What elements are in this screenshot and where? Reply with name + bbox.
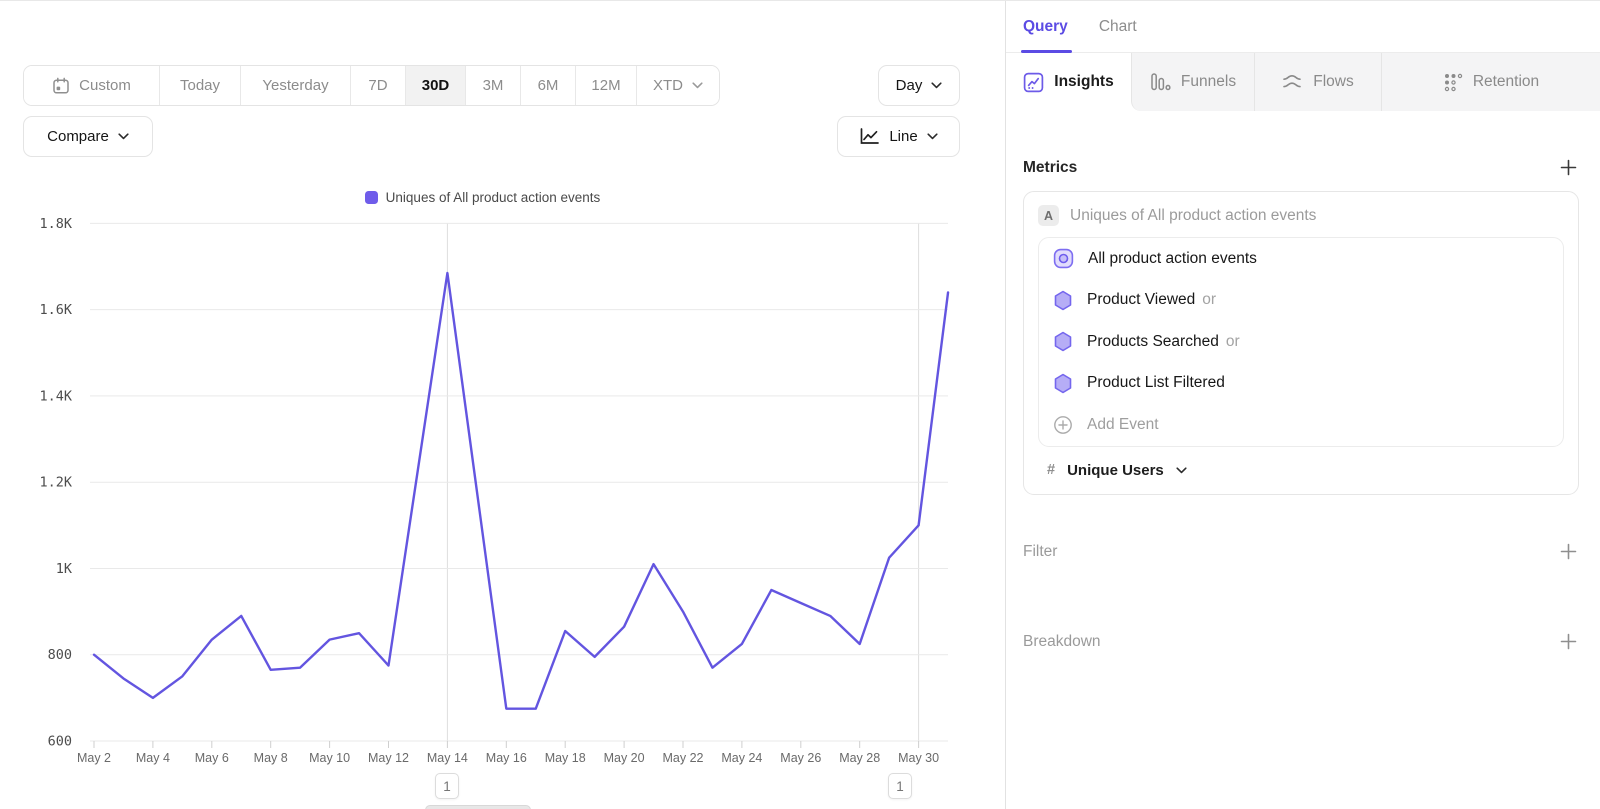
svg-text:May 22: May 22 xyxy=(663,751,704,765)
or-operator: or xyxy=(1225,332,1240,350)
hash-icon: # xyxy=(1047,462,1056,478)
plus-icon xyxy=(1560,543,1577,560)
calendar-icon xyxy=(52,77,70,95)
svg-text:May 16: May 16 xyxy=(486,751,527,765)
range-6m[interactable]: 6M xyxy=(521,66,576,105)
tab-query[interactable]: Query xyxy=(1021,1,1072,53)
granularity-dropdown[interactable]: Day xyxy=(878,65,960,106)
insights-icon xyxy=(1023,72,1044,93)
chart-legend: Uniques of All product action events xyxy=(0,190,965,205)
svg-text:May 18: May 18 xyxy=(545,751,586,765)
horizontal-scrollbar-thumb[interactable] xyxy=(425,805,531,809)
range-today[interactable]: Today xyxy=(160,66,241,105)
range-7d[interactable]: 7D xyxy=(351,66,406,105)
svg-text:May 14: May 14 xyxy=(427,751,468,765)
event-list-card: All product action events Product Viewed… xyxy=(1038,237,1564,447)
svg-text:1.6K: 1.6K xyxy=(39,302,72,318)
event-row-products-searched[interactable]: Products Searched or xyxy=(1039,321,1563,363)
svg-text:May 26: May 26 xyxy=(780,751,821,765)
svg-text:1K: 1K xyxy=(56,561,73,577)
range-yesterday[interactable]: Yesterday xyxy=(241,66,351,105)
svg-text:600: 600 xyxy=(48,734,72,750)
hexagon-event-icon xyxy=(1053,331,1073,352)
svg-text:May 20: May 20 xyxy=(604,751,645,765)
legend-swatch xyxy=(364,191,378,204)
legend-label: Uniques of All product action events xyxy=(385,190,601,205)
svg-text:May 28: May 28 xyxy=(839,751,880,765)
range-xtd[interactable]: XTD xyxy=(637,66,719,105)
chevron-down-icon xyxy=(692,82,703,89)
filter-heading: Filter xyxy=(1023,542,1058,560)
event-group-icon xyxy=(1053,248,1074,269)
svg-text:May 4: May 4 xyxy=(136,751,170,765)
retention-icon xyxy=(1443,72,1463,92)
svg-text:May 2: May 2 xyxy=(77,751,111,765)
svg-text:1.2K: 1.2K xyxy=(39,475,72,491)
svg-text:800: 800 xyxy=(48,647,72,663)
svg-text:May 10: May 10 xyxy=(309,751,350,765)
hexagon-event-icon xyxy=(1053,373,1073,394)
chevron-down-icon xyxy=(118,133,129,140)
metrics-heading: Metrics xyxy=(1023,158,1078,176)
svg-text:May 30: May 30 xyxy=(898,751,939,765)
range-30d[interactable]: 30D xyxy=(406,66,466,105)
svg-text:May 12: May 12 xyxy=(368,751,409,765)
chevron-down-icon xyxy=(927,133,938,140)
plus-icon xyxy=(1560,633,1577,650)
range-12m[interactable]: 12M xyxy=(576,66,637,105)
compare-dropdown[interactable]: Compare xyxy=(23,116,153,157)
metric-title-row[interactable]: A Uniques of All product action events xyxy=(1024,192,1578,237)
funnels-icon xyxy=(1150,72,1171,92)
add-circle-icon xyxy=(1053,415,1073,435)
svg-text:1.4K: 1.4K xyxy=(39,388,72,404)
svg-text:May 24: May 24 xyxy=(721,751,762,765)
metric-card: A Uniques of All product action events A… xyxy=(1023,191,1579,495)
annotation-badge[interactable]: 1 xyxy=(435,773,459,799)
metrics-section-header: Metrics xyxy=(1023,157,1579,178)
tab-insights[interactable]: Insights xyxy=(1006,53,1131,111)
query-panel: Query Chart Insights Funnels xyxy=(1005,1,1600,809)
event-row-all-product-action-events[interactable]: All product action events xyxy=(1039,238,1563,280)
event-row-product-viewed[interactable]: Product Viewed or xyxy=(1039,280,1563,322)
event-row-product-list-filtered[interactable]: Product List Filtered xyxy=(1039,363,1563,405)
chevron-down-icon xyxy=(1176,466,1187,474)
line-chart-icon xyxy=(859,128,880,145)
or-operator: or xyxy=(1202,291,1217,309)
range-custom[interactable]: Custom xyxy=(24,66,160,105)
hexagon-event-icon xyxy=(1053,290,1073,311)
add-breakdown-button[interactable] xyxy=(1558,631,1579,652)
flows-icon xyxy=(1282,73,1303,91)
metric-title: Uniques of All product action events xyxy=(1070,206,1317,224)
tab-chart[interactable]: Chart xyxy=(1098,17,1137,35)
chevron-down-icon xyxy=(931,82,942,89)
breakdown-heading: Breakdown xyxy=(1023,632,1101,650)
chart-type-dropdown[interactable]: Line xyxy=(837,116,960,157)
svg-text:1.8K: 1.8K xyxy=(39,216,72,232)
tab-flows[interactable]: Flows xyxy=(1254,53,1381,111)
date-range-selector: Custom Today Yesterday 7D 30D 3M 6M 12M … xyxy=(23,65,720,106)
metric-series-badge: A xyxy=(1038,205,1059,226)
range-3m[interactable]: 3M xyxy=(466,66,521,105)
add-filter-button[interactable] xyxy=(1558,541,1579,562)
add-metric-button[interactable] xyxy=(1558,157,1579,178)
tab-retention[interactable]: Retention xyxy=(1381,53,1600,111)
breakdown-section: Breakdown xyxy=(1023,629,1579,655)
filter-section: Filter xyxy=(1023,539,1579,565)
report-type-tabs: Insights Funnels Flows xyxy=(1006,53,1600,111)
plus-icon xyxy=(1560,159,1577,176)
tab-funnels[interactable]: Funnels xyxy=(1131,53,1254,111)
svg-text:May 6: May 6 xyxy=(195,751,229,765)
chart-pane: Custom Today Yesterday 7D 30D 3M 6M 12M … xyxy=(0,1,1005,809)
annotation-badge[interactable]: 1 xyxy=(888,773,912,799)
add-event-button[interactable]: Add Event xyxy=(1039,404,1563,446)
aggregation-dropdown[interactable]: # Unique Users xyxy=(1024,447,1578,494)
svg-text:May 8: May 8 xyxy=(254,751,288,765)
panel-header: Query Chart xyxy=(1006,1,1600,53)
